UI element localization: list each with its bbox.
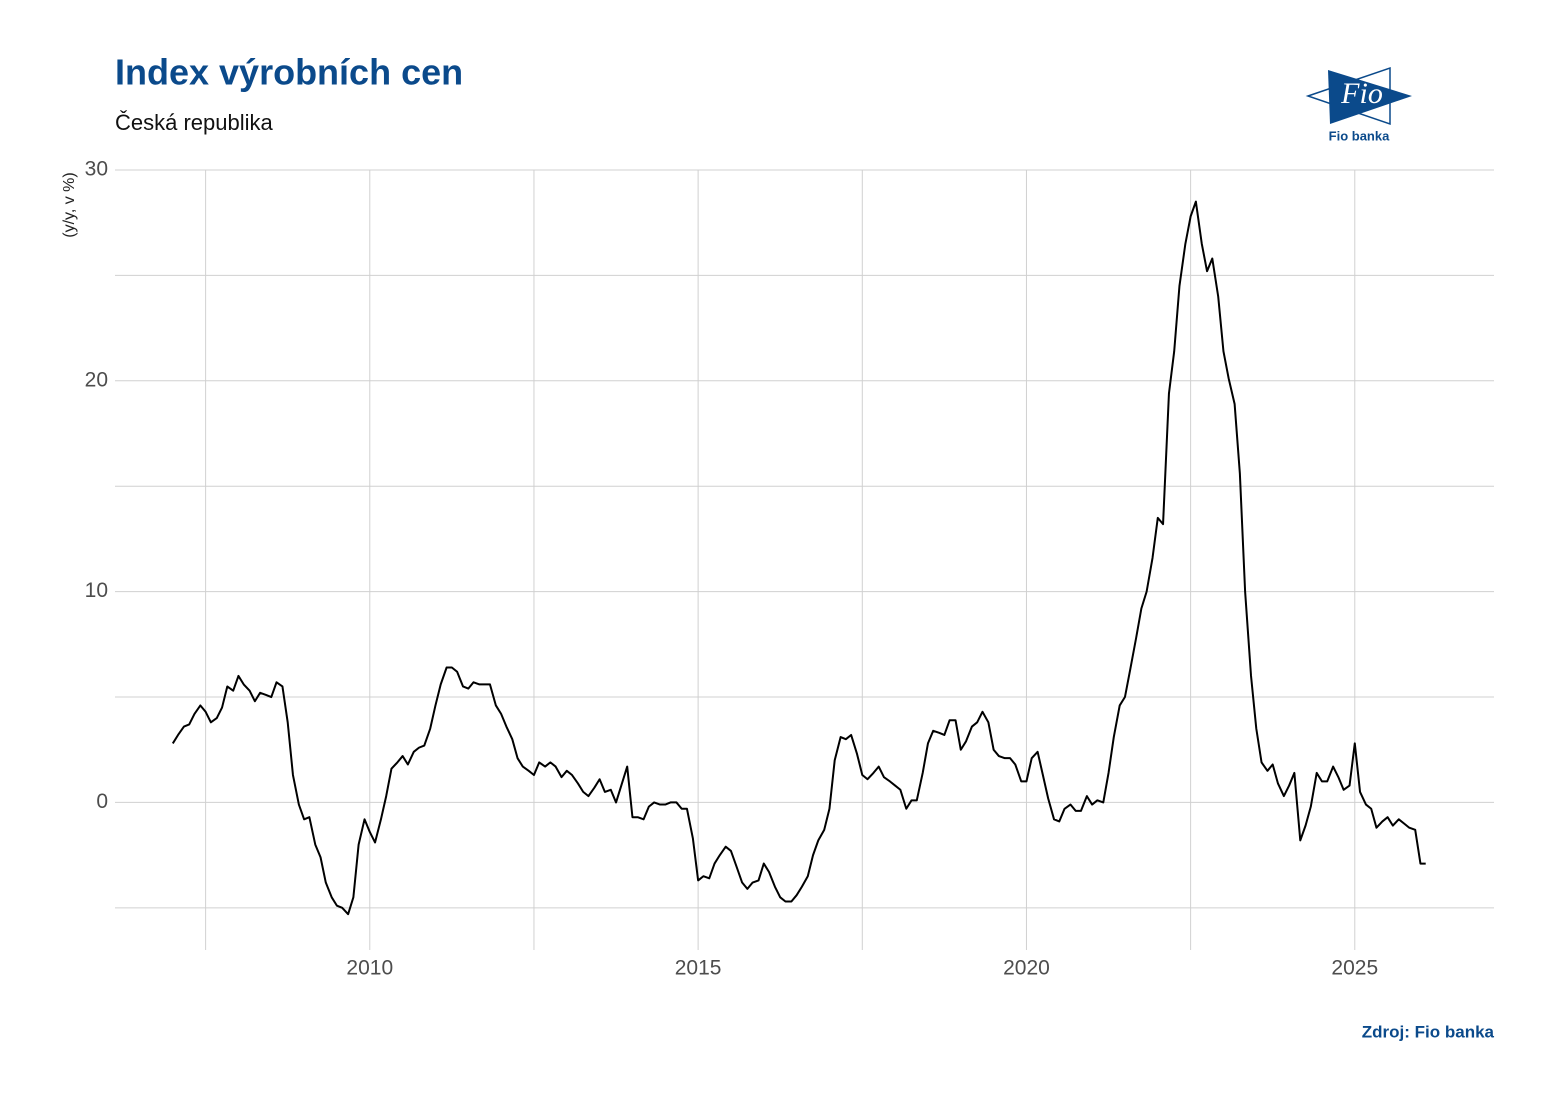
x-tick-label: 2015 bbox=[675, 957, 722, 980]
chart-subtitle: Česká republika bbox=[115, 110, 274, 135]
y-tick-label: 30 bbox=[85, 158, 108, 181]
x-tick-label: 2025 bbox=[1331, 957, 1378, 980]
logo-flag bbox=[1328, 70, 1412, 124]
chart-title: Index výrobních cen bbox=[115, 52, 463, 93]
logo: Fio Fio banka bbox=[1305, 66, 1412, 143]
logo-caption: Fio banka bbox=[1329, 128, 1390, 143]
y-tick-label: 0 bbox=[96, 790, 108, 813]
logo-mark: Fio bbox=[1340, 77, 1383, 110]
x-tick-label: 2020 bbox=[1003, 957, 1050, 980]
source: Zdroj: Fio banka bbox=[1362, 1022, 1495, 1041]
x-tick-label: 2010 bbox=[346, 957, 393, 980]
y-tick-label: 20 bbox=[85, 368, 108, 391]
data-line bbox=[171, 200, 1426, 916]
y-axis-label: (y/y, v %) bbox=[61, 172, 78, 237]
y-tick-label: 10 bbox=[85, 579, 108, 602]
